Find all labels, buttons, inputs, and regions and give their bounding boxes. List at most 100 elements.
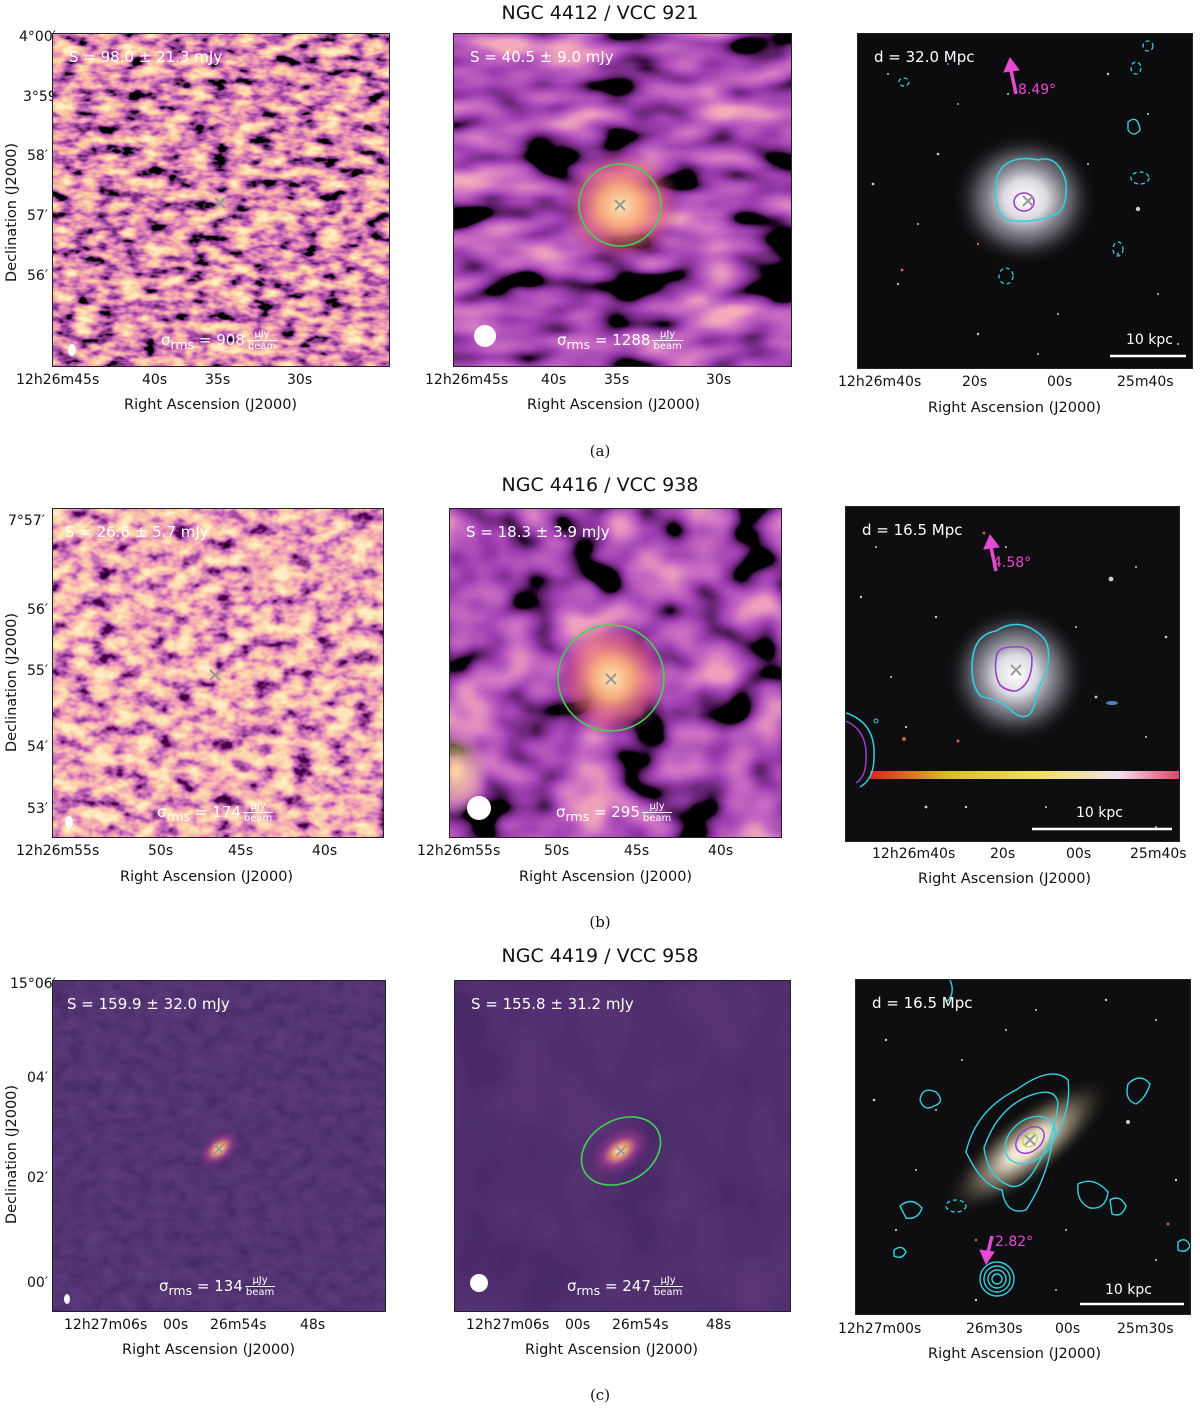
xtick-b2-2: 45s [624,843,650,859]
row-a-ylabel: Declination (J2000) [4,142,20,282]
xtick-c2-3: 48s [706,1317,732,1333]
flux-label-a2: S = 40.5 ± 9.0 mJy [470,48,614,66]
scale-bar-label-b3: 10 kpc [1076,805,1123,821]
xtick-c3-0: 12h27m00s [838,1321,922,1337]
distance-label-a3: d = 32.0 Mpc [874,48,975,66]
rms-label-a2: σrms = 1288 µJy beam [557,329,683,352]
panel-a2-radio-low-res: S = 40.5 ± 9.0 mJy σrms = 1288 µJy beam [453,33,792,367]
xtick-a1-0: 12h26m45s [16,372,100,388]
xtick-c3-1: 26m30s [966,1321,1023,1337]
xtick-c1-2: 26m54s [210,1317,267,1333]
xtick-a1-1: 40s [142,372,168,388]
radio-map-b2 [450,509,781,837]
row-c-ytick-2: 02′ [27,1170,48,1186]
xtick-b3-2: 00s [1066,846,1092,862]
flux-label-b2: S = 18.3 ± 3.9 mJy [466,523,610,541]
xtick-a3-0: 12h26m40s [838,374,922,390]
row-c-ytick-1: 04′ [27,1070,48,1086]
row-b-ytick-0: 7°57′ [8,513,45,529]
xlabel-c1: Right Ascension (J2000) [122,1342,296,1358]
xtick-c3-3: 25m30s [1117,1321,1174,1337]
row-b-ytick-3: 54′ [27,739,48,755]
row-a-ytick-0: 4°00′ [19,29,56,45]
caption-a: (a) [589,442,611,460]
xtick-a2-2: 35s [604,372,630,388]
xlabel-a2: Right Ascension (J2000) [527,397,701,413]
xtick-b1-2: 45s [228,843,254,859]
xlabel-c3: Right Ascension (J2000) [928,1346,1102,1362]
xtick-a1-3: 30s [287,372,313,388]
xtick-c2-0: 12h27m06s [466,1317,550,1333]
xtick-a2-0: 12h26m45s [425,372,509,388]
xlabel-c2: Right Ascension (J2000) [525,1342,699,1358]
optical-image-a3 [858,34,1192,368]
flux-label-b1: S = 26.6 ± 5.7 mJy [65,523,209,541]
row-a-ytick-1: 3°59′ [23,89,60,105]
xtick-a3-3: 25m40s [1117,374,1174,390]
xlabel-b1: Right Ascension (J2000) [120,869,294,885]
xtick-b1-1: 50s [148,843,174,859]
radio-map-b1 [53,509,383,837]
panel-b2-radio-low-res: S = 18.3 ± 3.9 mJy σrms = 295 µJy beam [449,508,782,838]
row-b-ytick-2: 55′ [27,663,48,679]
rms-label-c1: σrms = 134 µJy beam [159,1275,276,1298]
radio-map-a2 [454,34,791,366]
xtick-c3-2: 00s [1055,1321,1081,1337]
panel-a3-optical: d = 32.0 Mpc 8.49° 10 kpc [857,33,1193,369]
xtick-a1-2: 35s [205,372,231,388]
row-b-ylabel: Declination (J2000) [4,612,20,752]
flux-label-c1: S = 159.9 ± 32.0 mJy [67,995,230,1013]
arrow-angle-a3: 8.49° [1018,82,1057,98]
xtick-a2-1: 40s [541,372,567,388]
xtick-c1-3: 48s [300,1317,326,1333]
xtick-c1-1: 00s [163,1317,189,1333]
rms-label-b2: σrms = 295 µJy beam [556,801,673,824]
panel-c3-optical: d = 16.5 Mpc 2.82° 10 kpc [855,979,1191,1315]
xtick-a2-3: 30s [706,372,732,388]
row-c-ylabel: Declination (J2000) [4,1084,20,1224]
row-b-title: NGC 4416 / VCC 938 [501,474,699,496]
xtick-a3-2: 00s [1047,374,1073,390]
panel-c2-radio-low-res: S = 155.8 ± 31.2 mJy σrms = 247 µJy beam [454,980,791,1312]
row-c-ytick-0: 15°06′ [10,976,56,992]
arrow-angle-c3: 2.82° [995,1234,1034,1250]
row-a-ytick-2: 58′ [27,148,48,164]
radio-map-a1 [53,34,389,366]
radio-map-c1 [53,981,385,1311]
rms-label-a1: σrms = 908 µJy beam [161,329,278,352]
xlabel-b3: Right Ascension (J2000) [918,871,1092,887]
xtick-a3-1: 20s [962,374,988,390]
xlabel-a1: Right Ascension (J2000) [124,397,298,413]
xtick-c1-0: 12h27m06s [64,1317,148,1333]
xtick-b2-1: 50s [544,843,570,859]
xtick-b3-1: 20s [990,846,1016,862]
panel-a1-radio-high-res: S = 98.0 ± 21.3 mJy σrms = 908 µJy beam [52,33,390,367]
rms-label-c2: σrms = 247 µJy beam [567,1275,684,1298]
radio-map-c2 [455,981,790,1311]
optical-image-c3 [856,980,1190,1314]
scale-bar-label-a3: 10 kpc [1126,332,1173,348]
xlabel-b2: Right Ascension (J2000) [519,869,693,885]
distance-label-c3: d = 16.5 Mpc [872,994,973,1012]
flux-label-c2: S = 155.8 ± 31.2 mJy [471,995,634,1013]
xtick-c2-1: 00s [565,1317,591,1333]
flux-label-a1: S = 98.0 ± 21.3 mJy [69,48,223,66]
row-b-ytick-1: 56′ [27,602,48,618]
rms-label-b1: σrms = 174 µJy beam [157,801,274,824]
xtick-b1-3: 40s [312,843,338,859]
xtick-b3-3: 25m40s [1130,846,1187,862]
scale-bar-label-c3: 10 kpc [1105,1282,1152,1298]
xtick-b3-0: 12h26m40s [872,846,956,862]
xtick-c2-2: 26m54s [612,1317,669,1333]
optical-image-b3 [846,507,1179,841]
distance-label-b3: d = 16.5 Mpc [862,521,963,539]
arrow-angle-b3: 4.58° [993,555,1032,571]
row-a-ytick-3: 57′ [27,208,48,224]
row-c-title: NGC 4419 / VCC 958 [501,945,699,967]
xtick-b1-0: 12h26m55s [16,843,100,859]
row-b-ytick-4: 53′ [27,801,48,817]
panel-b1-radio-high-res: S = 26.6 ± 5.7 mJy σrms = 174 µJy beam [52,508,384,838]
panel-b3-optical: d = 16.5 Mpc 4.58° 10 kpc [845,506,1180,842]
caption-b: (b) [589,913,611,931]
row-c-ytick-3: 00′ [27,1275,48,1291]
